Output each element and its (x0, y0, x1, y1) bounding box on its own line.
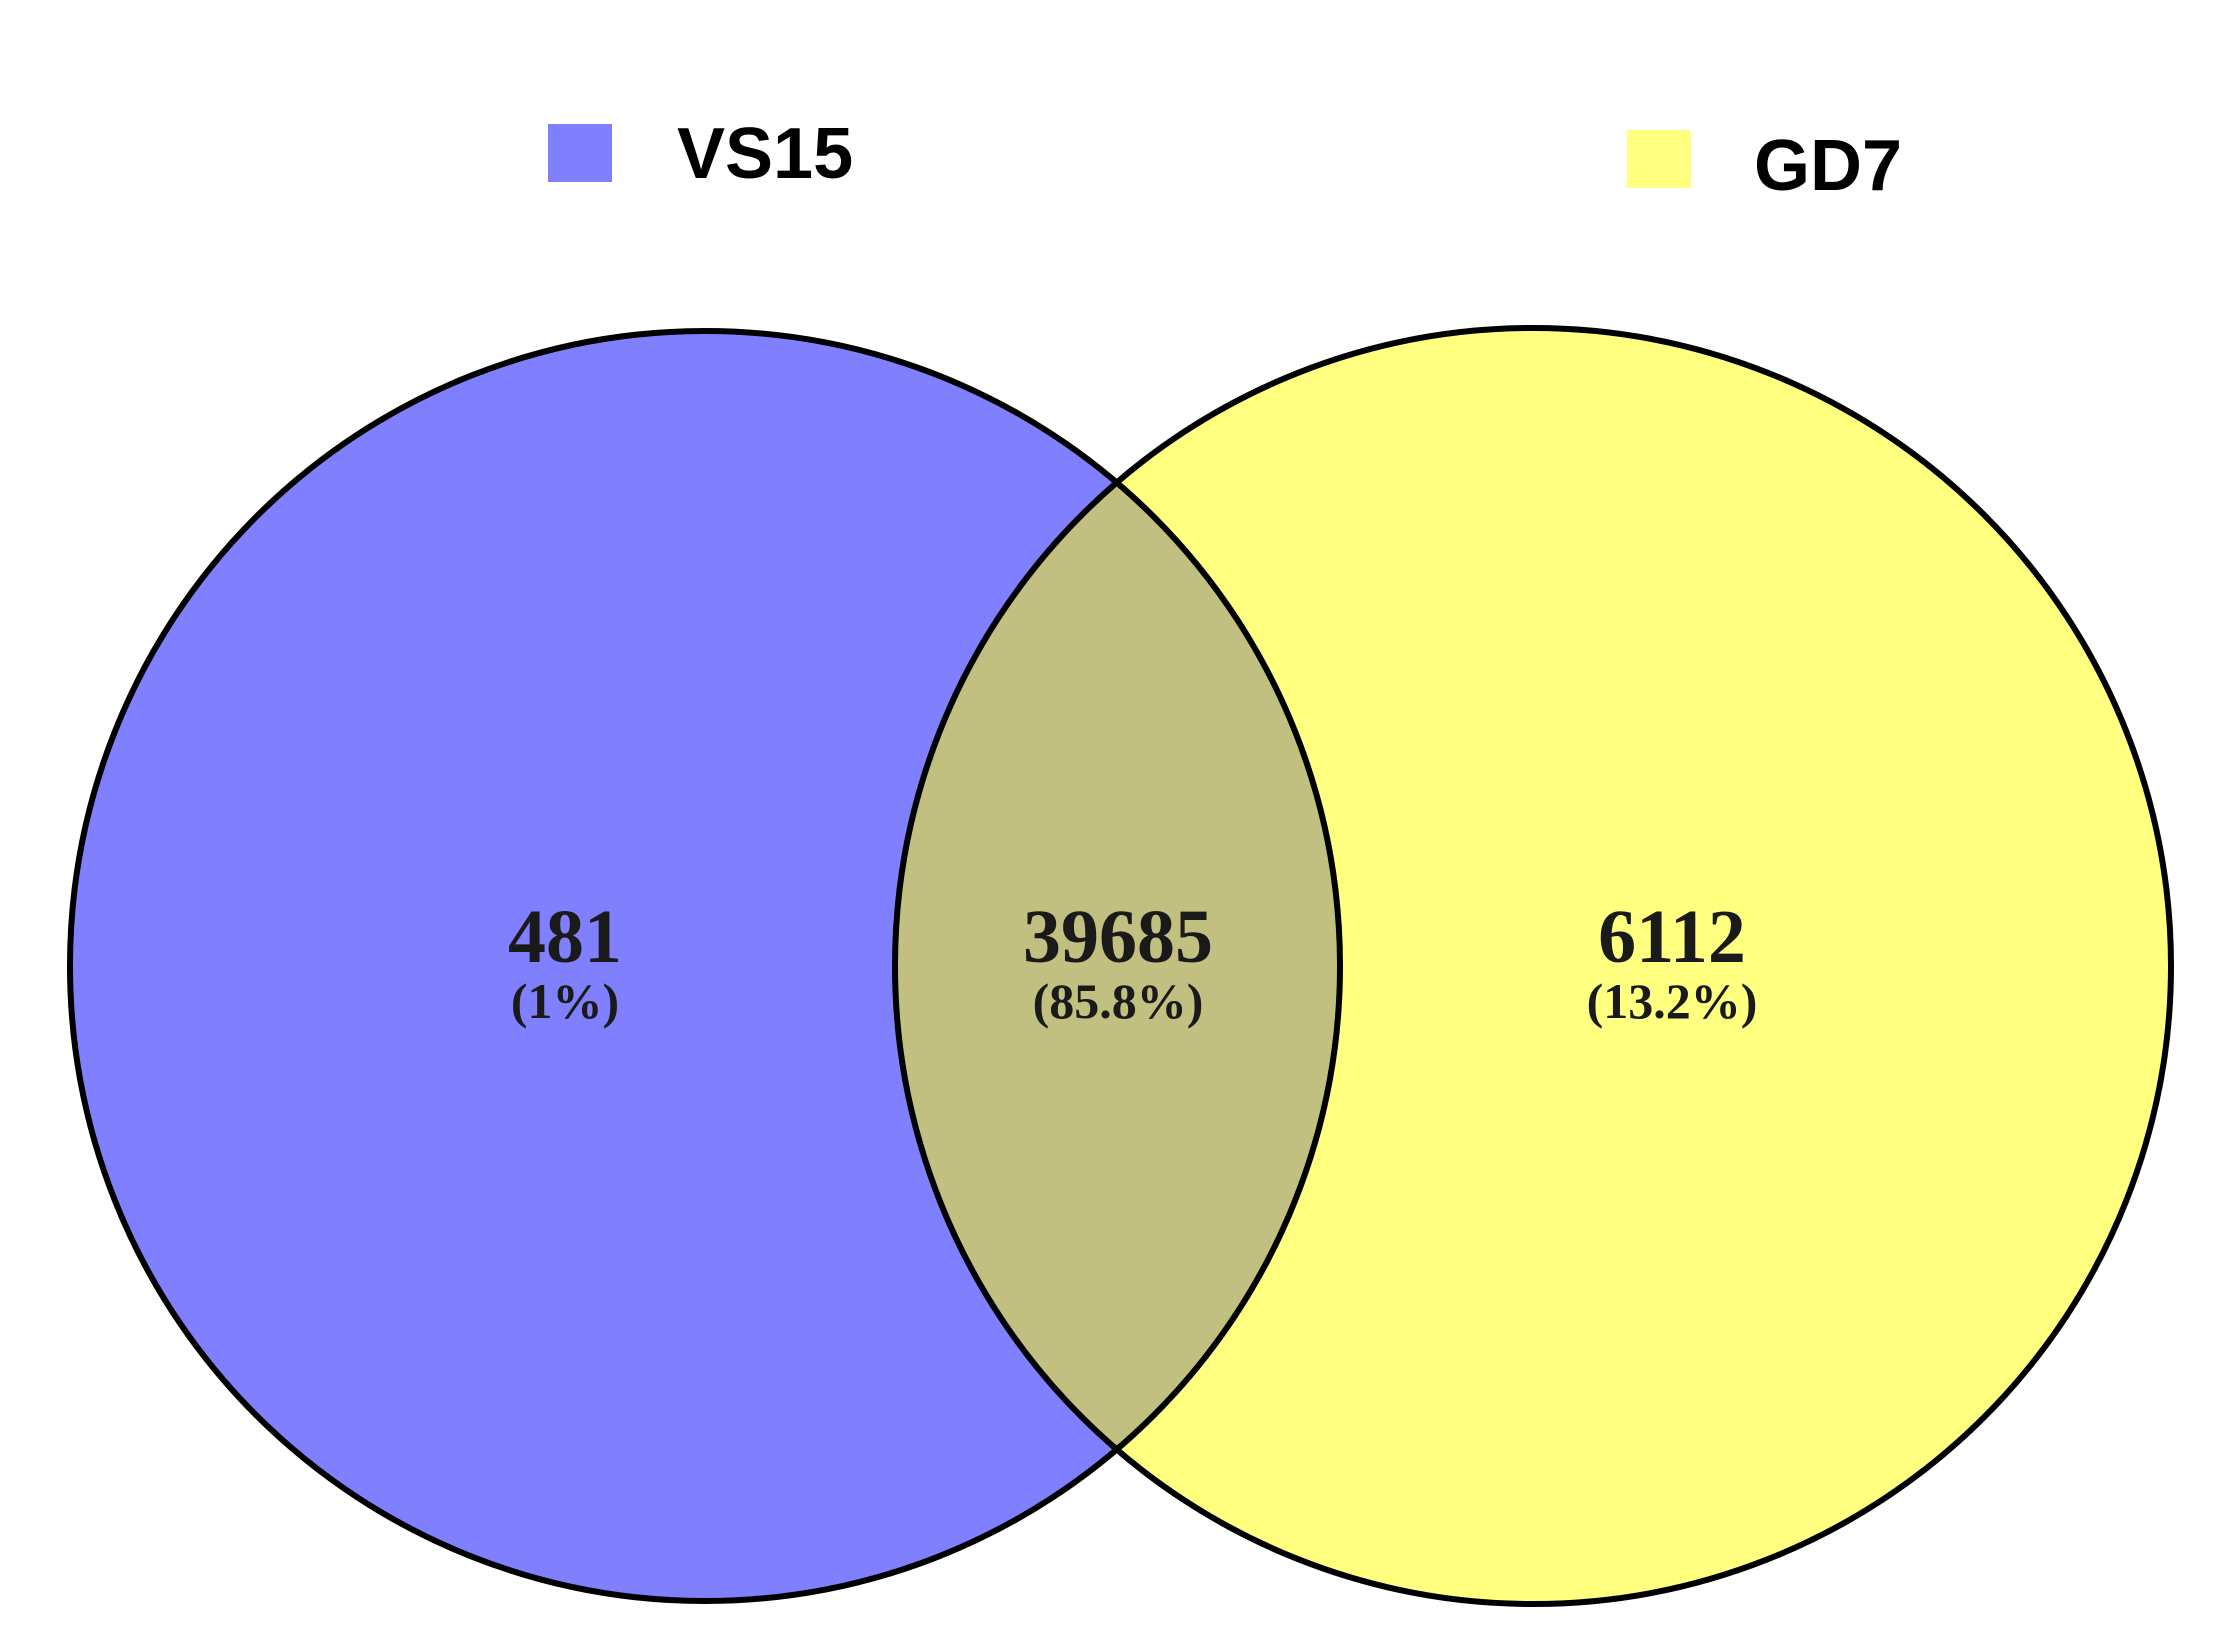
legend-label-vs15: VS15 (677, 114, 853, 194)
legend-label-gd7: GD7 (1754, 126, 1902, 206)
gd7-outline (892, 325, 2174, 1607)
shared-percent: (85.8%) (1033, 973, 1204, 1029)
legend: VS15 GD7 (548, 114, 1902, 206)
overlap-region (895, 331, 1340, 1601)
vs15-only-percent: (1%) (511, 973, 619, 1029)
shared-count: 39685 (1023, 895, 1213, 979)
region-vs15-only: 481 (1%) (508, 895, 622, 1029)
gd7-only-count: 6112 (1598, 895, 1746, 979)
vs15-only-count: 481 (508, 895, 622, 979)
gd7-only-percent: (13.2%) (1587, 973, 1758, 1029)
legend-swatch-vs15 (548, 124, 612, 182)
legend-swatch-gd7 (1627, 130, 1691, 188)
vs15-outline (67, 328, 1343, 1604)
region-gd7-only: 6112 (13.2%) (1587, 895, 1758, 1029)
region-shared: 39685 (85.8%) (1023, 895, 1213, 1029)
